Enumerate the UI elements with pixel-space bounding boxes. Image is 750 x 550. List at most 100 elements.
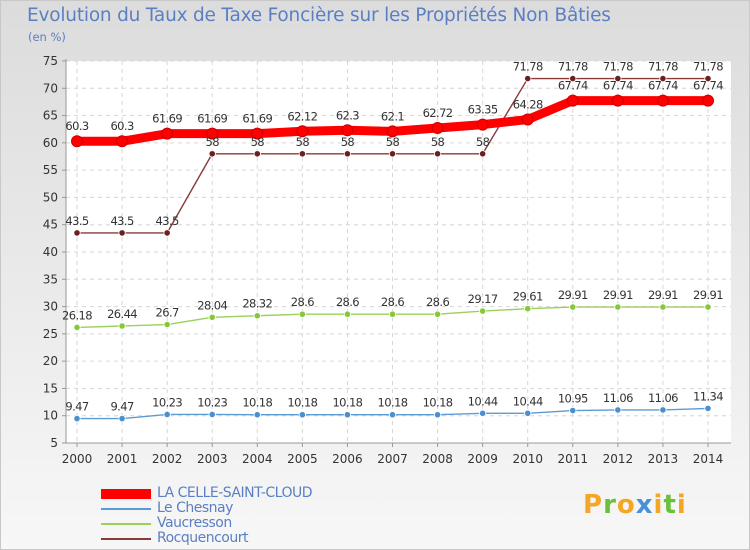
logo-letter: P <box>583 490 604 520</box>
data-label-1: 10.23 <box>197 395 227 409</box>
data-label-0: 62.3 <box>336 108 359 122</box>
series-point-0 <box>386 125 399 138</box>
series-point-0 <box>656 94 669 107</box>
data-label-2: 28.32 <box>242 297 272 311</box>
y-tick-label: 10 <box>43 409 58 423</box>
series-point-2 <box>208 313 216 321</box>
data-label-3: 71.78 <box>693 60 723 74</box>
legend-swatch <box>101 522 151 525</box>
data-label-1: 11.34 <box>693 389 723 403</box>
x-tick-label: 2012 <box>603 452 634 466</box>
data-label-0: 67.74 <box>558 79 588 93</box>
data-label-2: 28.6 <box>426 295 449 309</box>
series-point-0 <box>206 127 219 140</box>
x-tick-label: 2007 <box>377 452 408 466</box>
series-point-2 <box>659 303 667 311</box>
data-label-0: 67.74 <box>603 79 633 93</box>
data-label-0: 62.72 <box>423 106 453 120</box>
series-point-3 <box>73 229 81 237</box>
series-point-1 <box>433 411 442 419</box>
y-tick-label: 30 <box>43 300 58 314</box>
series-point-3 <box>704 74 712 83</box>
legend-label: Le Chesnay <box>157 500 233 516</box>
legend-swatch <box>101 507 151 510</box>
data-label-3: 58 <box>431 135 445 149</box>
data-label-0: 62.12 <box>287 109 317 123</box>
series-point-2 <box>73 323 81 332</box>
series-point-1 <box>388 411 397 419</box>
y-tick-label: 60 <box>43 136 58 150</box>
series-point-2 <box>614 303 622 311</box>
x-tick-label: 2002 <box>152 452 183 466</box>
logo-letter: r <box>603 490 617 520</box>
x-tick-label: 2008 <box>422 452 453 466</box>
data-label-2: 28.6 <box>381 295 404 309</box>
data-label-0: 61.69 <box>152 112 182 126</box>
legend-label: Rocquencourt <box>157 530 249 546</box>
series-point-3 <box>524 74 532 83</box>
data-label-3: 71.78 <box>603 60 633 74</box>
series-point-3 <box>253 150 261 158</box>
data-label-1: 9.47 <box>110 400 133 414</box>
series-point-2 <box>569 303 577 311</box>
x-tick-label: 2000 <box>62 452 93 466</box>
x-tick-label: 2001 <box>107 452 138 466</box>
data-label-3: 58 <box>251 135 265 149</box>
y-tick-label: 50 <box>43 190 58 204</box>
data-label-2: 29.91 <box>693 288 723 302</box>
data-label-3: 43.5 <box>110 214 133 228</box>
data-label-3: 58 <box>205 135 219 149</box>
y-tick-label: 40 <box>43 245 58 259</box>
y-tick-label: 5 <box>50 436 58 450</box>
x-tick-label: 2013 <box>648 452 679 466</box>
y-axis-unit: (en %) <box>28 30 66 44</box>
series-point-3 <box>163 229 171 237</box>
data-label-3: 43.5 <box>65 214 88 228</box>
data-label-3: 71.78 <box>513 60 543 74</box>
legend-label: Vaucresson <box>157 515 232 531</box>
data-label-2: 28.04 <box>197 298 227 312</box>
data-label-0: 60.3 <box>110 119 133 133</box>
legend-swatch <box>101 537 151 540</box>
data-label-3: 71.78 <box>648 60 678 74</box>
series-point-2 <box>343 310 352 318</box>
data-label-2: 28.6 <box>336 295 359 309</box>
data-label-1: 9.47 <box>65 400 88 414</box>
series-point-0 <box>521 113 534 126</box>
data-label-0: 64.28 <box>513 98 543 112</box>
data-label-1: 11.06 <box>603 391 633 405</box>
series-point-2 <box>704 303 712 311</box>
x-tick-label: 2011 <box>558 452 589 466</box>
data-label-2: 29.91 <box>603 288 633 302</box>
series-point-0 <box>476 118 489 131</box>
series-point-3 <box>479 150 487 158</box>
series-point-2 <box>433 310 442 318</box>
data-label-3: 58 <box>476 135 490 149</box>
series-point-1 <box>298 411 306 419</box>
series-point-1 <box>569 406 577 415</box>
series-point-1 <box>524 409 532 417</box>
y-tick-label: 25 <box>43 327 58 341</box>
data-label-0: 67.74 <box>648 79 678 93</box>
chart-title: Evolution du Taux de Taxe Foncière sur l… <box>27 5 611 26</box>
legend-label: LA CELLE-SAINT-CLOUD <box>157 485 313 501</box>
x-tick-label: 2005 <box>287 452 318 466</box>
data-label-0: 60.3 <box>65 119 88 133</box>
series-point-2 <box>524 305 532 313</box>
y-tick-label: 20 <box>43 354 58 368</box>
series-point-1 <box>343 411 352 419</box>
series-point-0 <box>71 135 83 148</box>
series-point-0 <box>161 127 174 140</box>
series-point-1 <box>118 415 126 423</box>
series-point-2 <box>118 322 126 330</box>
data-label-0: 63.35 <box>468 103 498 117</box>
data-label-0: 67.74 <box>693 79 723 93</box>
data-label-2: 29.91 <box>558 288 588 302</box>
x-tick-label: 2014 <box>693 452 724 466</box>
data-label-3: 58 <box>386 135 400 149</box>
series-point-3 <box>433 150 442 158</box>
series-point-3 <box>118 229 126 237</box>
data-label-3: 43.5 <box>156 214 179 228</box>
data-label-1: 10.18 <box>242 396 272 410</box>
data-label-2: 26.18 <box>62 308 92 322</box>
